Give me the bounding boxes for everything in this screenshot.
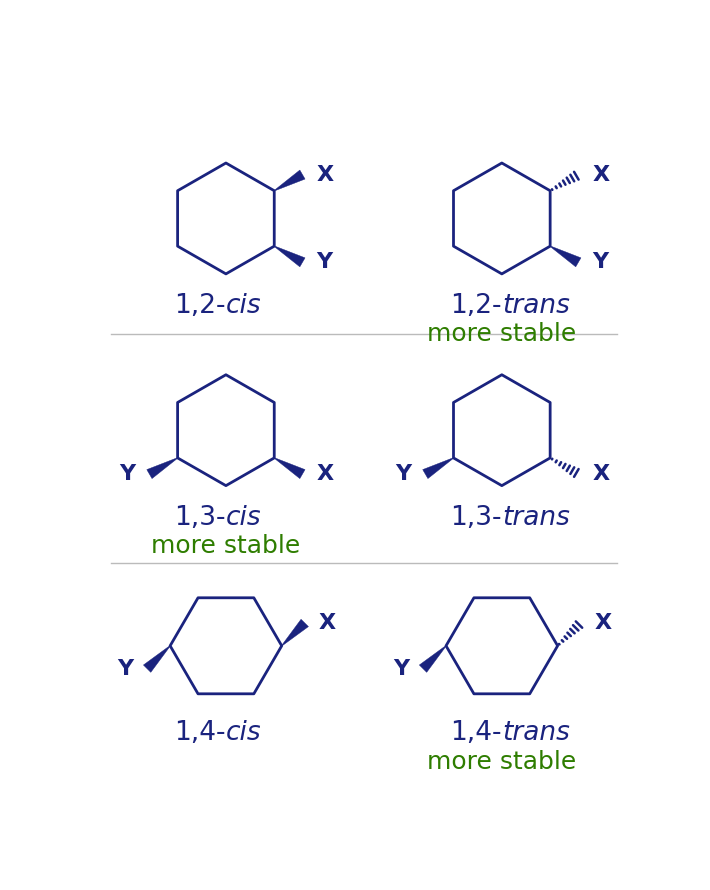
Polygon shape bbox=[143, 645, 170, 672]
Text: more stable: more stable bbox=[427, 749, 577, 773]
Text: trans: trans bbox=[502, 293, 569, 320]
Text: cis: cis bbox=[226, 505, 261, 531]
Text: X: X bbox=[594, 613, 612, 633]
Text: trans: trans bbox=[502, 505, 569, 531]
Text: Y: Y bbox=[117, 659, 133, 679]
Text: 1,2-: 1,2- bbox=[450, 293, 502, 320]
Text: Y: Y bbox=[119, 464, 136, 484]
Text: Y: Y bbox=[317, 253, 332, 272]
Text: X: X bbox=[592, 165, 609, 184]
Polygon shape bbox=[550, 246, 581, 267]
Text: Y: Y bbox=[592, 253, 608, 272]
Text: X: X bbox=[592, 464, 609, 484]
Text: cis: cis bbox=[226, 293, 261, 320]
Text: cis: cis bbox=[226, 721, 261, 747]
Text: X: X bbox=[317, 464, 334, 484]
Polygon shape bbox=[147, 457, 178, 479]
Polygon shape bbox=[282, 619, 308, 646]
Polygon shape bbox=[274, 457, 305, 479]
Text: 1,3-: 1,3- bbox=[450, 505, 502, 531]
Text: Y: Y bbox=[395, 464, 411, 484]
Text: more stable: more stable bbox=[427, 322, 577, 346]
Polygon shape bbox=[274, 246, 305, 267]
Polygon shape bbox=[420, 645, 446, 672]
Text: 1,4-: 1,4- bbox=[175, 721, 226, 747]
Text: trans: trans bbox=[502, 721, 569, 747]
Text: Y: Y bbox=[393, 659, 409, 679]
Text: 1,4-: 1,4- bbox=[450, 721, 502, 747]
Text: more stable: more stable bbox=[151, 534, 300, 558]
Text: 1,2-: 1,2- bbox=[175, 293, 226, 320]
Text: X: X bbox=[317, 165, 334, 184]
Text: 1,3-: 1,3- bbox=[175, 505, 226, 531]
Text: X: X bbox=[319, 613, 336, 633]
Polygon shape bbox=[274, 170, 305, 191]
Polygon shape bbox=[422, 457, 454, 479]
